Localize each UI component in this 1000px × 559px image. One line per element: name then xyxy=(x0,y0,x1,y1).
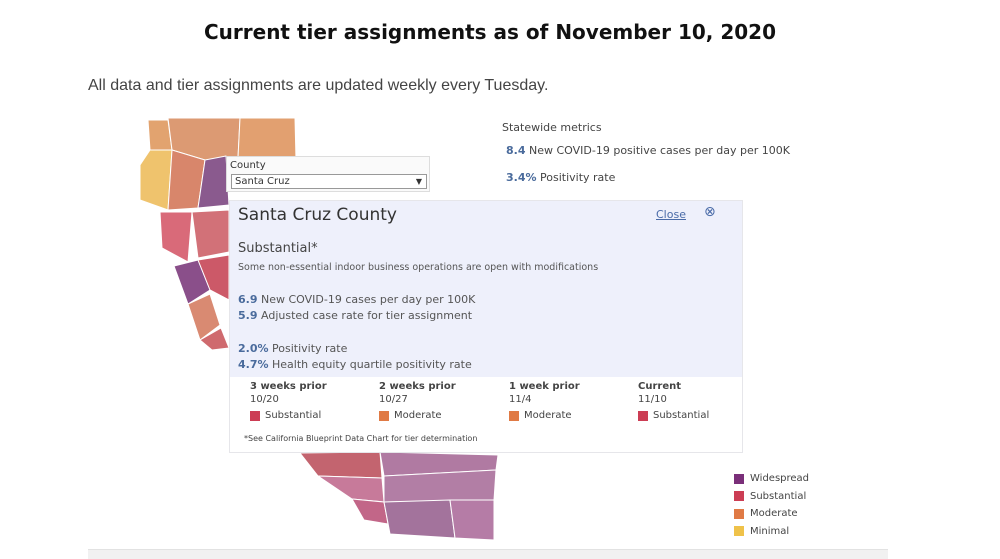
statewide-metrics: Statewide metrics 8.4 New COVID-19 posit… xyxy=(502,121,790,198)
legend-label: Widespread xyxy=(750,473,810,485)
close-link[interactable]: Close xyxy=(656,208,686,221)
statewide-case-rate: 8.4 New COVID-19 positive cases per day … xyxy=(506,144,790,157)
stat-value: 5.9 xyxy=(238,309,258,322)
history-date: 11/4 xyxy=(509,394,532,405)
tier-swatch xyxy=(638,410,648,421)
statewide-positivity: 3.4% Positivity rate xyxy=(506,171,790,184)
legend-item-substantial[interactable]: Substantial xyxy=(734,488,809,506)
county-shape xyxy=(317,475,385,503)
history-tier: Substantial xyxy=(638,410,709,421)
history-tier: Moderate xyxy=(379,410,456,421)
stat-value: 6.9 xyxy=(238,293,258,306)
popup-tier-description: Some non-essential indoor business opera… xyxy=(238,262,599,273)
history-tier-label: Substantial xyxy=(653,410,710,421)
legend-swatch xyxy=(734,508,744,519)
history-date: 11/10 xyxy=(638,394,667,405)
county-shape xyxy=(383,469,497,503)
legend-label: Moderate xyxy=(750,508,798,520)
statewide-heading: Statewide metrics xyxy=(502,121,602,134)
history-date: 10/20 xyxy=(250,394,279,405)
legend-item-minimal[interactable]: Minimal xyxy=(734,523,809,541)
tier-swatch xyxy=(379,410,389,421)
dropdown-arrow-icon: ▼ xyxy=(415,177,422,186)
history-tier-label: Moderate xyxy=(524,410,572,421)
legend-item-widespread[interactable]: Widespread xyxy=(734,470,809,488)
county-shape xyxy=(449,499,495,541)
statewide-case-rate-label: New COVID-19 positive cases per day per … xyxy=(529,144,790,157)
history-column: 2 weeks prior 10/27 Moderate xyxy=(379,381,456,421)
statewide-positivity-value: 3.4% xyxy=(506,171,537,184)
page-subtitle: All data and tier assignments are update… xyxy=(88,77,549,94)
county-shape xyxy=(351,498,389,525)
stat-value: 4.7% xyxy=(238,358,269,371)
legend-swatch xyxy=(734,526,744,537)
tier-swatch xyxy=(250,410,260,421)
county-detail-popup: Santa Cruz County Close ⊗ Substantial* S… xyxy=(229,200,743,453)
stat-health-equity: 4.7% Health equity quartile positivity r… xyxy=(238,358,472,371)
history-header: 2 weeks prior xyxy=(379,381,456,392)
stat-positivity: 2.0% Positivity rate xyxy=(238,342,347,355)
popup-tier: Substantial* xyxy=(238,241,318,256)
stat-adjusted-case-rate: 5.9 Adjusted case rate for tier assignme… xyxy=(238,309,472,322)
legend-label: Minimal xyxy=(750,525,790,537)
statewide-positivity-label: Positivity rate xyxy=(540,171,616,184)
history-tier-label: Substantial xyxy=(265,410,322,421)
history-header: 1 week prior xyxy=(509,381,580,392)
history-header: 3 weeks prior xyxy=(250,381,327,392)
history-date: 10/27 xyxy=(379,394,408,405)
page-title: Current tier assignments as of November … xyxy=(203,20,776,44)
county-shape xyxy=(299,451,383,479)
close-circle-icon[interactable]: ⊗ xyxy=(704,204,716,220)
viz-toolbar[interactable] xyxy=(88,549,888,559)
county-dropdown[interactable]: Santa Cruz ▼ xyxy=(231,174,427,189)
legend-item-moderate[interactable]: Moderate xyxy=(734,505,809,523)
county-shape xyxy=(237,117,297,161)
stat-label: New COVID-19 cases per day per 100K xyxy=(261,293,476,306)
stat-label: Health equity quartile positivity rate xyxy=(272,358,472,371)
county-filter: County Santa Cruz ▼ xyxy=(226,156,430,192)
county-shape xyxy=(383,499,456,539)
county-shape xyxy=(187,293,221,341)
county-filter-label: County xyxy=(230,160,266,171)
legend-swatch xyxy=(734,473,744,484)
history-header: Current xyxy=(638,381,682,392)
history-tier: Substantial xyxy=(250,410,327,421)
county-shape xyxy=(159,211,193,263)
statewide-case-rate-value: 8.4 xyxy=(506,144,526,157)
popup-county-name: Santa Cruz County xyxy=(238,205,397,225)
tier-swatch xyxy=(509,410,519,421)
county-shape xyxy=(139,149,173,211)
history-column: 3 weeks prior 10/20 Substantial xyxy=(250,381,327,421)
county-shape xyxy=(191,209,230,259)
legend-swatch xyxy=(734,491,744,502)
tier-legend: Widespread Substantial Moderate Minimal xyxy=(734,470,809,540)
tier-footnote: *See California Blueprint Data Chart for… xyxy=(244,434,478,443)
popup-summary-panel xyxy=(230,201,742,377)
history-column: Current 11/10 Substantial xyxy=(638,381,709,421)
history-column: 1 week prior 11/4 Moderate xyxy=(509,381,580,421)
stat-label: Positivity rate xyxy=(272,342,348,355)
stat-case-rate: 6.9 New COVID-19 cases per day per 100K xyxy=(238,293,475,306)
stat-value: 2.0% xyxy=(238,342,269,355)
county-dropdown-value: Santa Cruz xyxy=(235,176,290,187)
history-tier-label: Moderate xyxy=(394,410,442,421)
legend-label: Substantial xyxy=(750,490,807,502)
stat-label: Adjusted case rate for tier assignment xyxy=(261,309,473,322)
history-tier: Moderate xyxy=(509,410,580,421)
